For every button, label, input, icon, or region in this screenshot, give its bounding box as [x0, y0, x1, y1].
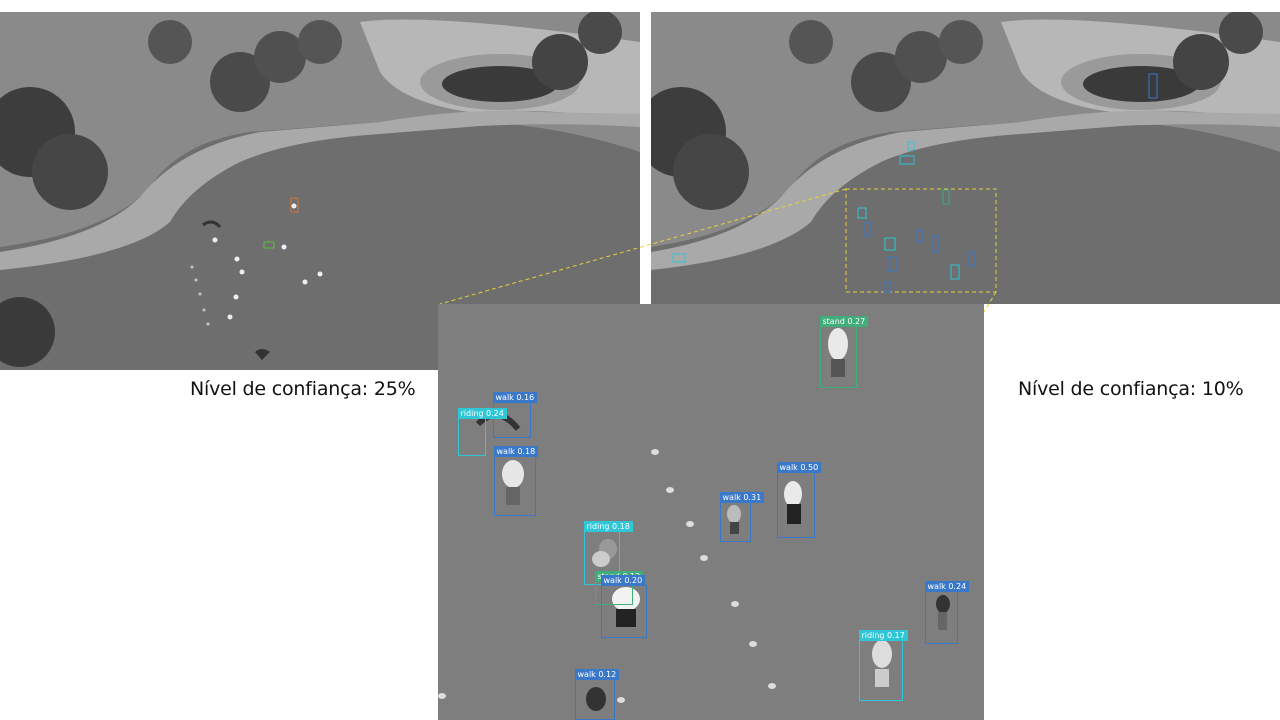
- detection-label: riding 0.18: [583, 521, 633, 532]
- detection-label: stand 0.27: [819, 316, 869, 327]
- detection-box: walk 0.16: [492, 392, 538, 438]
- right-aerial-scene: [651, 12, 1280, 304]
- detection-box: walk 0.18: [493, 446, 539, 516]
- detection-box: walk 0.50: [776, 462, 822, 538]
- detection-label: riding 0.24: [457, 408, 507, 419]
- detection-box: walk 0.12: [574, 669, 620, 720]
- detection-label: walk 0.31: [719, 492, 765, 503]
- zoomed-grass-scene: [438, 304, 984, 720]
- detection-box: riding 0.24: [457, 408, 507, 456]
- detection-label: walk 0.12: [574, 669, 620, 680]
- detection-box: walk 0.20: [600, 575, 647, 638]
- detection-label: riding 0.17: [858, 630, 908, 641]
- detection-label: walk 0.16: [492, 392, 538, 403]
- detection-label: walk 0.24: [924, 581, 970, 592]
- right-confidence-caption: Nível de confiança: 10%: [1018, 378, 1244, 400]
- zoomed-detection-inset: stand 0.27 walk 0.16 riding 0.24 walk 0.…: [438, 304, 984, 720]
- detection-box: walk 0.31: [719, 492, 765, 542]
- detection-label: walk 0.50: [776, 462, 822, 473]
- left-confidence-caption: Nível de confiança: 25%: [190, 378, 416, 400]
- detection-label: walk 0.18: [493, 446, 539, 457]
- detection-box: riding 0.17: [858, 630, 908, 701]
- detection-label: walk 0.20: [600, 575, 646, 586]
- detection-box: stand 0.27: [819, 316, 869, 388]
- detection-box: walk 0.24: [924, 581, 970, 644]
- right-aerial-photo: [651, 12, 1280, 304]
